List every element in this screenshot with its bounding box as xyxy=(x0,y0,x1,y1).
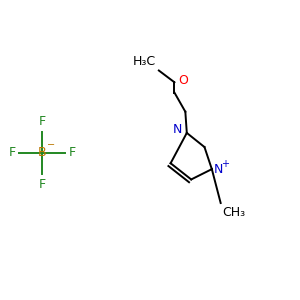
Text: N: N xyxy=(173,124,182,136)
Text: H₃C: H₃C xyxy=(133,55,156,68)
Text: −: − xyxy=(47,140,56,150)
Text: F: F xyxy=(8,146,15,159)
Text: F: F xyxy=(68,146,76,159)
Text: F: F xyxy=(38,178,46,191)
Text: +: + xyxy=(221,159,229,169)
Text: O: O xyxy=(178,74,188,87)
Text: F: F xyxy=(38,115,46,128)
Text: N: N xyxy=(214,163,224,176)
Text: CH₃: CH₃ xyxy=(222,206,245,219)
Text: B: B xyxy=(38,146,46,159)
